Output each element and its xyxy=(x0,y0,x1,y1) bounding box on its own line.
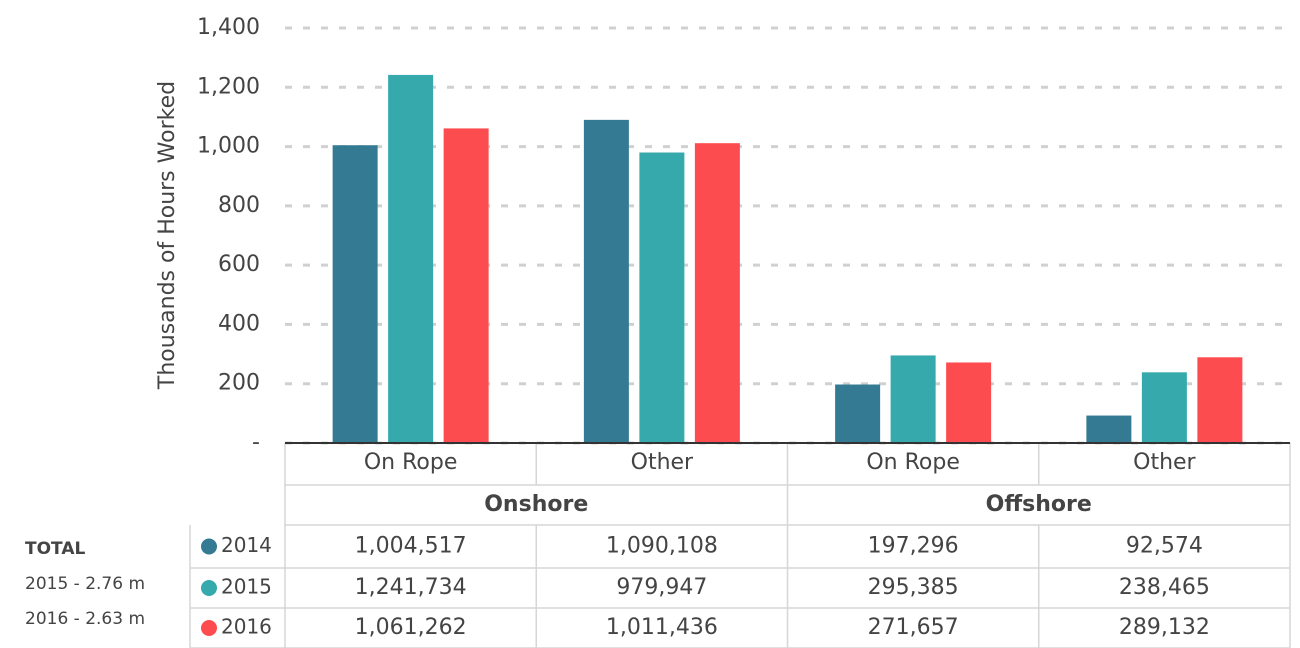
legend-marker xyxy=(201,580,217,596)
table-value: 1,061,262 xyxy=(355,615,467,640)
totals-line: 2015 - 2.76 m xyxy=(25,574,145,594)
y-tick-label: 1,200 xyxy=(197,74,260,99)
bar xyxy=(890,355,936,443)
y-tick-label: - xyxy=(252,430,260,455)
bar xyxy=(443,128,489,443)
bar xyxy=(639,152,685,443)
x-tick-label: On Rope xyxy=(364,450,458,475)
bar xyxy=(1197,357,1243,443)
bar xyxy=(835,384,881,443)
group-label: Onshore xyxy=(484,492,588,517)
table-value: 1,004,517 xyxy=(355,534,467,559)
bar xyxy=(1141,372,1187,443)
legend-marker xyxy=(201,538,217,555)
y-tick-label: 600 xyxy=(218,252,260,277)
y-tick-label: 200 xyxy=(218,371,260,396)
y-tick-label: 800 xyxy=(218,193,260,218)
totals-title: TOTAL xyxy=(25,539,85,559)
x-tick-label: On Rope xyxy=(866,450,960,475)
table-value: 197,296 xyxy=(868,534,959,559)
y-tick-label: 1,000 xyxy=(197,134,260,159)
y-tick-label: 1,400 xyxy=(197,15,260,40)
legend-label: 2016 xyxy=(221,615,272,639)
y-axis-title: Thousands of Hours Worked xyxy=(155,81,180,390)
table-value: 289,132 xyxy=(1119,615,1210,640)
totals-line: 2016 - 2.63 m xyxy=(25,609,145,629)
table-value: 92,574 xyxy=(1126,534,1203,559)
x-tick-label: Other xyxy=(1133,450,1196,475)
table-value: 1,011,436 xyxy=(606,615,718,640)
table-value: 295,385 xyxy=(868,575,959,600)
table-value: 1,241,734 xyxy=(355,575,467,600)
legend-label: 2015 xyxy=(221,575,272,599)
bar xyxy=(946,362,992,443)
bar xyxy=(332,145,378,443)
x-tick-label: Other xyxy=(631,450,694,475)
group-label: Offshore xyxy=(986,492,1092,517)
bar xyxy=(1086,415,1132,443)
legend-marker xyxy=(201,620,217,636)
table-value: 238,465 xyxy=(1119,575,1210,600)
table-value: 271,657 xyxy=(868,615,959,640)
y-tick-label: 400 xyxy=(218,311,260,336)
bar xyxy=(583,119,629,443)
bar xyxy=(694,143,740,444)
legend-label: 2014 xyxy=(221,533,272,557)
bar xyxy=(388,74,434,444)
table-value: 1,090,108 xyxy=(606,534,718,559)
table-value: 979,947 xyxy=(616,575,707,600)
